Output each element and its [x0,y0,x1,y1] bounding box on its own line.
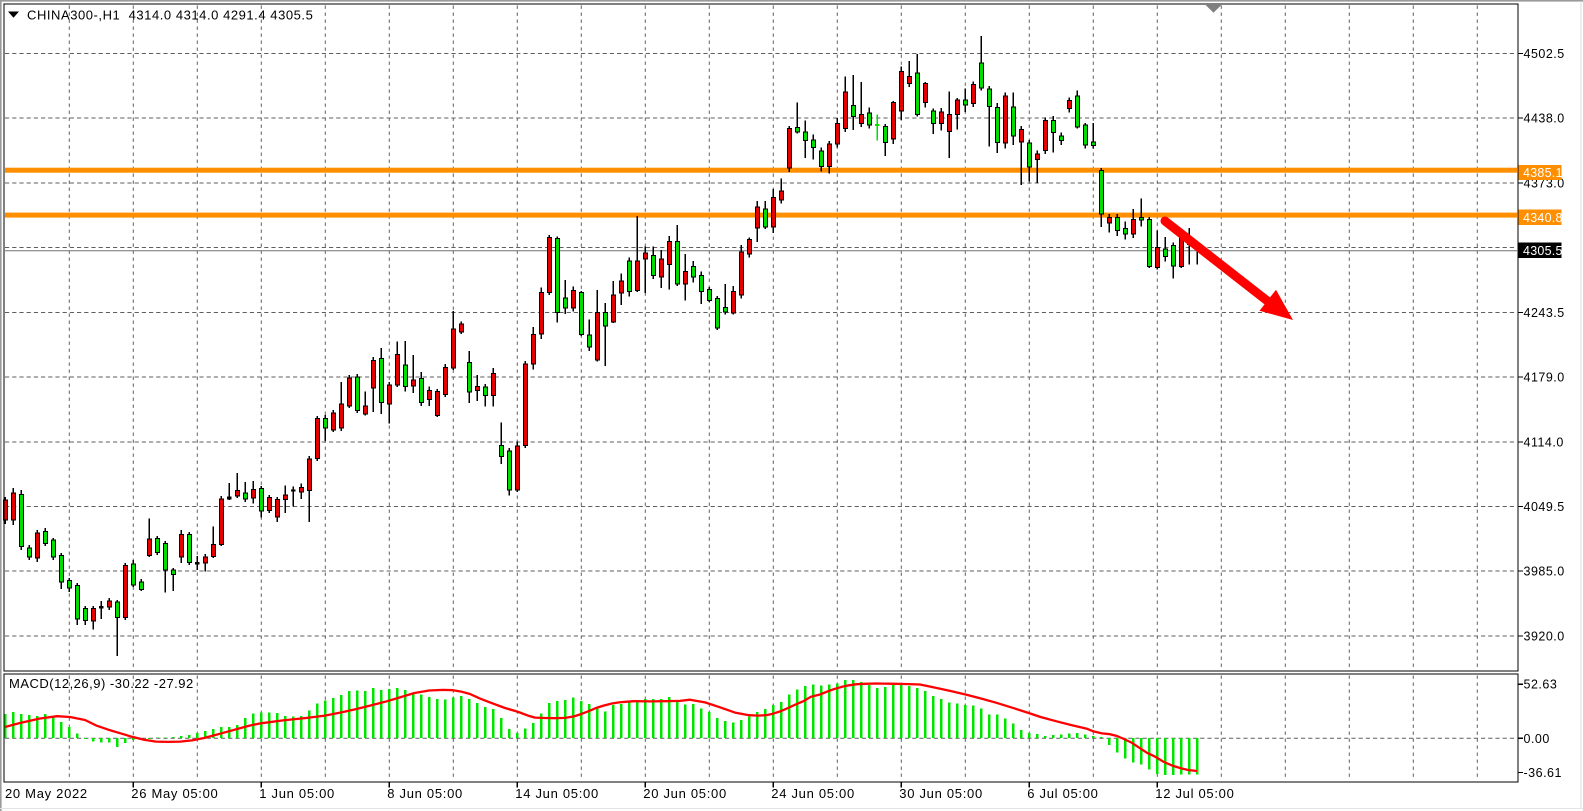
svg-text:3985.0: 3985.0 [1524,565,1565,579]
svg-text:4438.0: 4438.0 [1524,112,1565,126]
svg-text:4179.0: 4179.0 [1524,371,1565,385]
svg-text:20 Jun 05:00: 20 Jun 05:00 [643,786,727,801]
svg-text:-36.61: -36.61 [1524,766,1562,780]
svg-text:4340.8: 4340.8 [1523,211,1563,225]
svg-text:CHINA300-,H1 4314.0 4314.0 42: CHINA300-,H1 4314.0 4314.0 4291.4 4305.5 [27,8,313,23]
svg-text:4502.5: 4502.5 [1524,47,1565,61]
svg-text:3920.0: 3920.0 [1524,630,1565,644]
svg-text:MACD(12,26,9) -30.22 -27.92: MACD(12,26,9) -30.22 -27.92 [9,676,194,691]
svg-text:4243.5: 4243.5 [1524,306,1565,320]
svg-text:6 Jul 05:00: 6 Jul 05:00 [1027,786,1098,801]
svg-text:4385.1: 4385.1 [1523,166,1563,180]
svg-text:0.00: 0.00 [1524,732,1550,746]
svg-text:8 Jun 05:00: 8 Jun 05:00 [387,786,463,801]
svg-text:30 Jun 05:00: 30 Jun 05:00 [899,786,983,801]
svg-text:52.63: 52.63 [1524,678,1558,692]
svg-text:20 May 2022: 20 May 2022 [5,786,88,801]
svg-text:1 Jun 05:00: 1 Jun 05:00 [259,786,335,801]
svg-text:4305.5: 4305.5 [1523,244,1563,258]
svg-text:26 May 05:00: 26 May 05:00 [131,786,218,801]
svg-text:4114.0: 4114.0 [1524,436,1564,450]
svg-text:14 Jun 05:00: 14 Jun 05:00 [515,786,599,801]
svg-text:4049.5: 4049.5 [1524,500,1565,514]
svg-text:24 Jun 05:00: 24 Jun 05:00 [771,786,855,801]
svg-text:12 Jul 05:00: 12 Jul 05:00 [1155,786,1234,801]
